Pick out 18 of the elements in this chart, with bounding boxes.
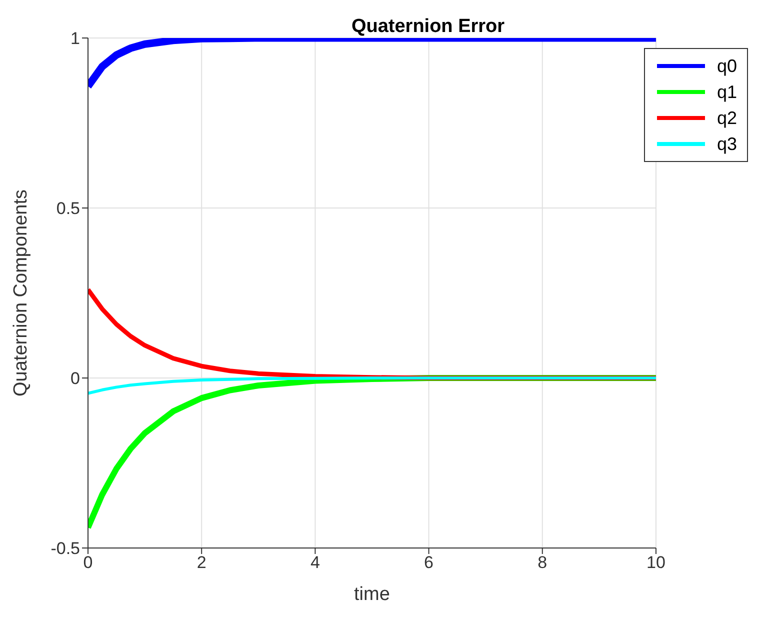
x-tick-label: 2 bbox=[196, 553, 206, 572]
y-tick-label: -0.5 bbox=[50, 539, 80, 558]
y-axis-title: Quaternion Components bbox=[10, 189, 32, 397]
x-axis-title: time bbox=[354, 584, 390, 605]
x-tick-label: 6 bbox=[424, 553, 434, 572]
legend-label: q3 bbox=[716, 134, 737, 154]
x-tick-label: 4 bbox=[310, 553, 320, 572]
x-tick-label: 0 bbox=[83, 553, 93, 572]
line-series bbox=[88, 376, 656, 395]
y-tick-label: 0 bbox=[70, 369, 80, 388]
x-tick-label: 8 bbox=[538, 553, 548, 572]
y-tick-label: 1 bbox=[70, 29, 80, 48]
chart-title: Quaternion Error bbox=[351, 16, 506, 37]
y-tick-label: 0.5 bbox=[56, 199, 80, 218]
legend-label: q0 bbox=[716, 56, 737, 76]
legend-label: q2 bbox=[716, 108, 737, 128]
x-tick-label: 10 bbox=[646, 553, 666, 572]
legend-label: q1 bbox=[716, 82, 737, 102]
